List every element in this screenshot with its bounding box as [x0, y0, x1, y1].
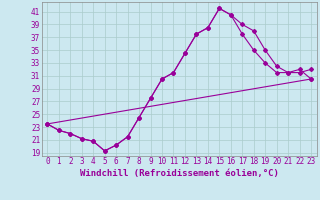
X-axis label: Windchill (Refroidissement éolien,°C): Windchill (Refroidissement éolien,°C)	[80, 169, 279, 178]
